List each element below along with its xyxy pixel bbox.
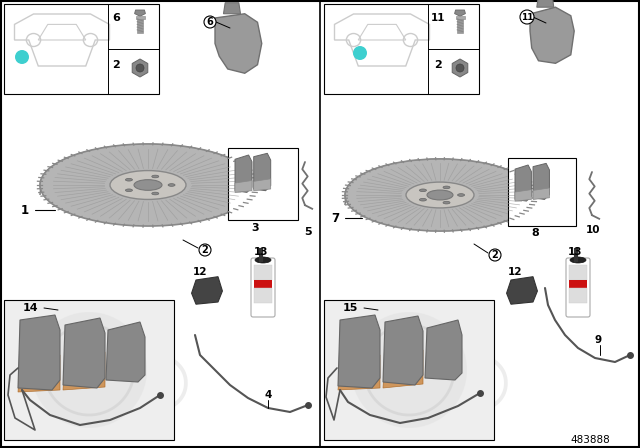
Text: 2: 2: [112, 60, 120, 70]
Polygon shape: [191, 277, 223, 304]
Polygon shape: [454, 10, 465, 16]
Polygon shape: [63, 352, 105, 390]
Text: 6: 6: [207, 17, 213, 27]
Text: 9: 9: [595, 335, 602, 345]
Circle shape: [204, 16, 216, 28]
FancyBboxPatch shape: [138, 19, 143, 33]
Polygon shape: [533, 188, 550, 199]
Text: 10: 10: [586, 225, 600, 235]
Circle shape: [353, 46, 367, 60]
Text: 13: 13: [568, 247, 582, 257]
FancyBboxPatch shape: [569, 280, 587, 288]
Polygon shape: [338, 315, 380, 388]
Polygon shape: [215, 14, 262, 73]
FancyBboxPatch shape: [566, 258, 590, 317]
FancyBboxPatch shape: [569, 288, 587, 303]
Polygon shape: [530, 7, 574, 63]
Ellipse shape: [110, 171, 186, 199]
Ellipse shape: [419, 198, 426, 201]
FancyBboxPatch shape: [254, 265, 272, 280]
Polygon shape: [253, 153, 271, 191]
Polygon shape: [63, 318, 105, 388]
Text: 11: 11: [431, 13, 445, 23]
Ellipse shape: [255, 257, 271, 263]
Text: 4: 4: [264, 390, 272, 400]
Polygon shape: [383, 350, 423, 388]
Circle shape: [351, 312, 467, 428]
FancyBboxPatch shape: [4, 4, 159, 94]
FancyBboxPatch shape: [228, 148, 298, 220]
FancyBboxPatch shape: [4, 300, 174, 440]
Polygon shape: [253, 179, 271, 191]
FancyBboxPatch shape: [136, 16, 145, 19]
FancyBboxPatch shape: [458, 19, 463, 33]
FancyBboxPatch shape: [456, 16, 465, 19]
Ellipse shape: [406, 182, 474, 208]
Circle shape: [489, 249, 501, 261]
Polygon shape: [338, 355, 380, 390]
Polygon shape: [106, 322, 145, 382]
Polygon shape: [18, 315, 60, 390]
Text: ©: ©: [442, 353, 518, 427]
Text: 7: 7: [331, 211, 339, 224]
Polygon shape: [134, 10, 145, 16]
Ellipse shape: [458, 194, 465, 196]
Polygon shape: [345, 159, 535, 205]
Circle shape: [31, 312, 147, 428]
FancyBboxPatch shape: [254, 288, 272, 303]
FancyBboxPatch shape: [508, 158, 576, 226]
FancyBboxPatch shape: [254, 280, 272, 288]
Polygon shape: [132, 59, 148, 77]
Circle shape: [520, 10, 534, 24]
Text: ©: ©: [122, 353, 198, 427]
Text: 15: 15: [342, 303, 358, 313]
Ellipse shape: [40, 144, 256, 226]
Text: 2: 2: [434, 60, 442, 70]
FancyBboxPatch shape: [251, 258, 275, 317]
Text: 1: 1: [21, 203, 29, 216]
Polygon shape: [223, 3, 241, 14]
Polygon shape: [515, 165, 531, 201]
Text: 483888: 483888: [570, 435, 610, 445]
Text: 3: 3: [251, 223, 259, 233]
Circle shape: [199, 244, 211, 256]
Ellipse shape: [419, 189, 426, 192]
Ellipse shape: [570, 257, 586, 263]
Ellipse shape: [136, 64, 144, 72]
Text: 5: 5: [304, 227, 312, 237]
Ellipse shape: [152, 175, 159, 178]
Text: 2: 2: [202, 245, 209, 255]
Text: 13: 13: [253, 247, 268, 257]
Polygon shape: [507, 277, 538, 304]
Ellipse shape: [443, 201, 450, 204]
Circle shape: [15, 50, 29, 64]
Polygon shape: [40, 144, 256, 195]
Text: 12: 12: [508, 267, 522, 277]
Ellipse shape: [152, 192, 159, 195]
FancyBboxPatch shape: [569, 265, 587, 280]
Polygon shape: [533, 164, 550, 199]
Text: 6: 6: [112, 13, 120, 23]
Ellipse shape: [456, 64, 464, 72]
Ellipse shape: [134, 180, 162, 190]
Text: 14: 14: [22, 303, 38, 313]
Polygon shape: [452, 59, 468, 77]
Text: 2: 2: [492, 250, 499, 260]
Text: 12: 12: [193, 267, 207, 277]
Ellipse shape: [168, 184, 175, 186]
Polygon shape: [515, 190, 531, 201]
FancyBboxPatch shape: [324, 4, 479, 94]
Text: 8: 8: [531, 228, 539, 238]
Ellipse shape: [125, 189, 132, 192]
Ellipse shape: [443, 186, 450, 189]
Text: 11: 11: [521, 13, 533, 22]
Polygon shape: [425, 320, 462, 380]
Polygon shape: [537, 0, 554, 7]
Polygon shape: [235, 155, 252, 192]
Polygon shape: [383, 316, 423, 385]
Ellipse shape: [427, 190, 453, 200]
Ellipse shape: [125, 178, 132, 181]
Polygon shape: [18, 355, 60, 392]
FancyBboxPatch shape: [324, 300, 494, 440]
